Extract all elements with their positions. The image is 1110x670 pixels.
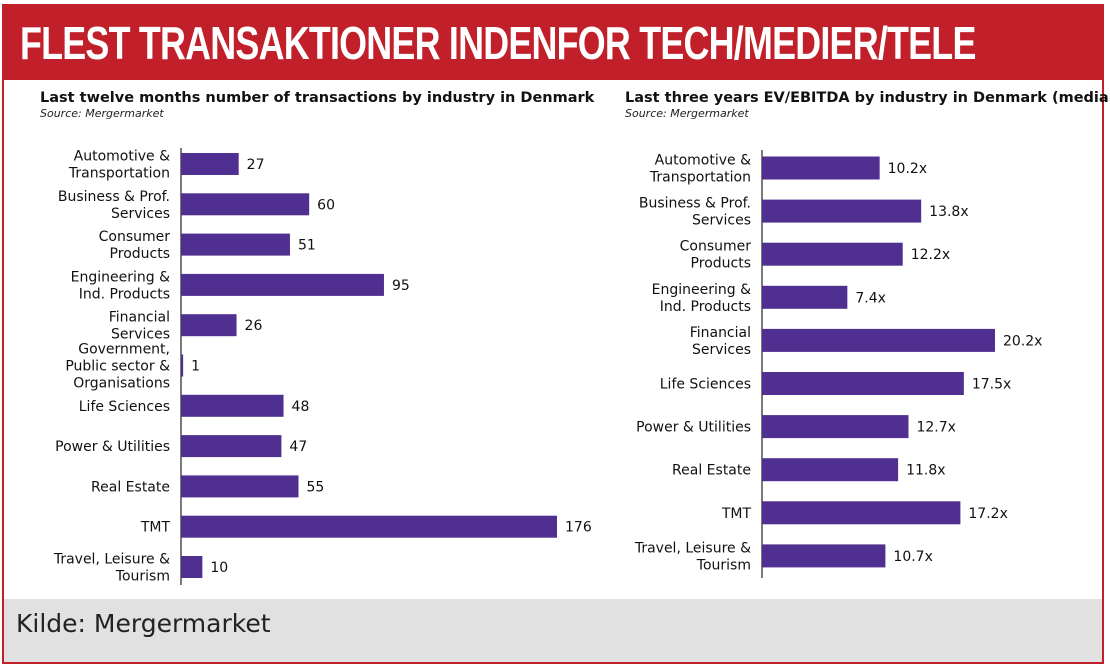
bar	[181, 153, 239, 175]
data-label: 11.8x	[906, 463, 945, 479]
footer: Kilde: Mergermarket	[4, 599, 1102, 662]
bar	[762, 544, 886, 568]
data-label: 48	[292, 399, 310, 415]
data-label: 26	[245, 318, 263, 334]
data-label: 17.2x	[968, 506, 1007, 522]
data-label: 10	[210, 560, 228, 576]
bar	[762, 328, 995, 352]
category-label: Services	[692, 342, 751, 358]
bar	[762, 199, 922, 223]
category-label: Automotive &	[655, 153, 751, 169]
category-label: TMT	[140, 520, 171, 536]
category-label: Financial	[109, 310, 170, 326]
header-band: FLEST TRANSAKTIONER INDENFOR TECH/MEDIER…	[2, 4, 1104, 80]
data-label: 10.7x	[893, 549, 932, 565]
category-label: Transportation	[649, 170, 751, 186]
bar	[181, 354, 184, 377]
bar	[181, 193, 310, 216]
data-label: 47	[289, 439, 307, 455]
data-label: 12.2x	[911, 247, 950, 263]
category-label: Tourism	[696, 557, 751, 573]
data-label: 7.4x	[855, 290, 886, 306]
data-label: 95	[392, 278, 410, 294]
data-label: 13.8x	[929, 204, 968, 220]
category-label: Tourism	[115, 569, 170, 585]
right-chart-source: Source: Mergermarket	[625, 107, 749, 120]
right-chart-title: Last three years EV/EBITDA by industry i…	[625, 90, 1110, 106]
bar	[762, 285, 848, 309]
data-label: 51	[298, 238, 316, 254]
data-label: 17.5x	[972, 377, 1011, 393]
bar	[762, 242, 903, 266]
category-label: Ind. Products	[79, 286, 170, 302]
bar	[181, 273, 384, 296]
page-title: FLEST TRANSAKTIONER INDENFOR TECH/MEDIER…	[20, 17, 976, 69]
data-label: 1	[191, 359, 200, 375]
category-label: Real Estate	[672, 463, 751, 479]
data-label: 10.2x	[888, 161, 927, 177]
left-chart-source: Source: Mergermarket	[40, 107, 164, 120]
bar	[181, 515, 557, 538]
category-label: Government,	[78, 342, 170, 358]
left-chart-title: Last twelve months number of transaction…	[40, 90, 595, 106]
bar	[762, 501, 961, 525]
data-label: 60	[317, 197, 335, 213]
bar	[181, 394, 284, 417]
category-label: Public sector &	[65, 359, 170, 375]
bar	[181, 475, 299, 498]
bar	[762, 156, 880, 180]
category-label: Business & Prof.	[58, 189, 170, 205]
category-label: Financial	[690, 325, 751, 341]
category-label: Engineering &	[652, 282, 751, 298]
bar	[181, 314, 237, 337]
category-label: Automotive &	[74, 149, 170, 165]
category-label: Life Sciences	[79, 399, 170, 415]
data-label: 20.2x	[1003, 333, 1042, 349]
category-label: Power & Utilities	[55, 439, 170, 455]
category-label: Services	[111, 206, 170, 222]
category-label: Products	[110, 246, 170, 262]
category-label: Travel, Leisure &	[634, 540, 751, 556]
category-label: Travel, Leisure &	[53, 552, 170, 568]
footer-source: Kilde: Mergermarket	[16, 609, 271, 638]
category-label: Power & Utilities	[636, 420, 751, 436]
bar	[762, 458, 899, 482]
category-label: Products	[691, 256, 751, 272]
category-label: Services	[692, 213, 751, 229]
bar	[181, 233, 290, 256]
category-label: Ind. Products	[660, 299, 751, 315]
data-label: 55	[307, 479, 325, 495]
bar	[181, 556, 203, 578]
bar	[762, 415, 909, 439]
category-label: Business & Prof.	[639, 196, 751, 212]
category-label: TMT	[721, 506, 752, 522]
bar	[762, 372, 964, 395]
data-label: 12.7x	[916, 420, 955, 436]
category-label: Consumer	[680, 239, 752, 255]
data-label: 176	[565, 520, 592, 536]
category-label: Services	[111, 327, 170, 343]
category-label: Transportation	[68, 166, 170, 182]
bar	[181, 435, 282, 458]
data-label: 27	[247, 157, 265, 173]
category-label: Life Sciences	[660, 377, 751, 393]
category-label: Engineering &	[71, 269, 170, 285]
category-label: Consumer	[99, 229, 171, 245]
category-label: Real Estate	[91, 479, 170, 495]
category-label: Organisations	[73, 376, 170, 392]
